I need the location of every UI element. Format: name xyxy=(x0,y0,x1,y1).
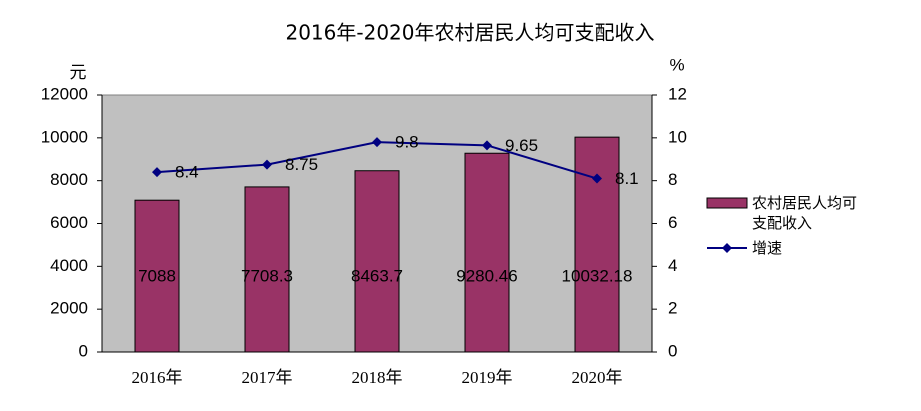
y-unit: 元 xyxy=(70,63,87,83)
x-tick-label: 2016年 xyxy=(132,368,183,387)
line-marker xyxy=(372,137,382,148)
y-tick-label: 0 xyxy=(79,341,88,360)
y2-tick-label: 10 xyxy=(668,127,687,146)
y-tick-label: 8000 xyxy=(50,170,88,189)
bar-value-label: 8463.7 xyxy=(351,266,403,285)
line-marker xyxy=(262,159,272,170)
x-tick-label: 2019年 xyxy=(462,368,513,387)
y2-tick-label: 4 xyxy=(668,256,677,275)
line-value-label: 8.1 xyxy=(615,169,639,188)
y2-tick-label: 12 xyxy=(668,84,687,103)
line-marker xyxy=(152,167,162,178)
bar xyxy=(464,152,510,353)
line-marker xyxy=(592,173,602,184)
y2-tick-label: 6 xyxy=(668,213,677,232)
bar xyxy=(574,136,620,353)
y-tick-label: 12000 xyxy=(41,84,88,103)
legend-label: 农村居民人均可支配收入 xyxy=(752,194,858,232)
line-marker xyxy=(482,140,492,151)
legend-marker xyxy=(722,243,732,253)
x-tick-label: 2020年 xyxy=(572,368,623,387)
y-tick-label: 6000 xyxy=(50,213,88,232)
y2-tick-label: 0 xyxy=(668,341,677,360)
bar-value-label: 7088 xyxy=(138,266,176,285)
y-tick-label: 10000 xyxy=(41,127,88,146)
y2-tick-label: 8 xyxy=(668,170,677,189)
y-tick-label: 4000 xyxy=(50,256,88,275)
y-tick-label: 2000 xyxy=(50,299,88,318)
x-tick-label: 2017年 xyxy=(242,368,293,387)
chart-title: 2016年-2020年农村居民人均可支配收入 xyxy=(285,21,654,45)
line-value-label: 9.8 xyxy=(395,133,419,152)
bar xyxy=(354,170,400,353)
line-value-label: 8.4 xyxy=(175,163,199,182)
bar-value-label: 9280.46 xyxy=(456,266,517,285)
line-value-label: 9.65 xyxy=(505,136,538,155)
bar-value-label: 10032.18 xyxy=(562,266,633,285)
legend-swatch xyxy=(706,197,748,209)
y2-unit: % xyxy=(669,55,684,74)
bar-value-label: 7708.3 xyxy=(241,266,293,285)
bar xyxy=(244,186,290,353)
legend-label: 增速 xyxy=(752,239,783,257)
x-tick-label: 2018年 xyxy=(352,368,403,387)
line-value-label: 8.75 xyxy=(285,155,318,174)
y2-tick-label: 2 xyxy=(668,299,677,318)
bar xyxy=(134,199,180,353)
